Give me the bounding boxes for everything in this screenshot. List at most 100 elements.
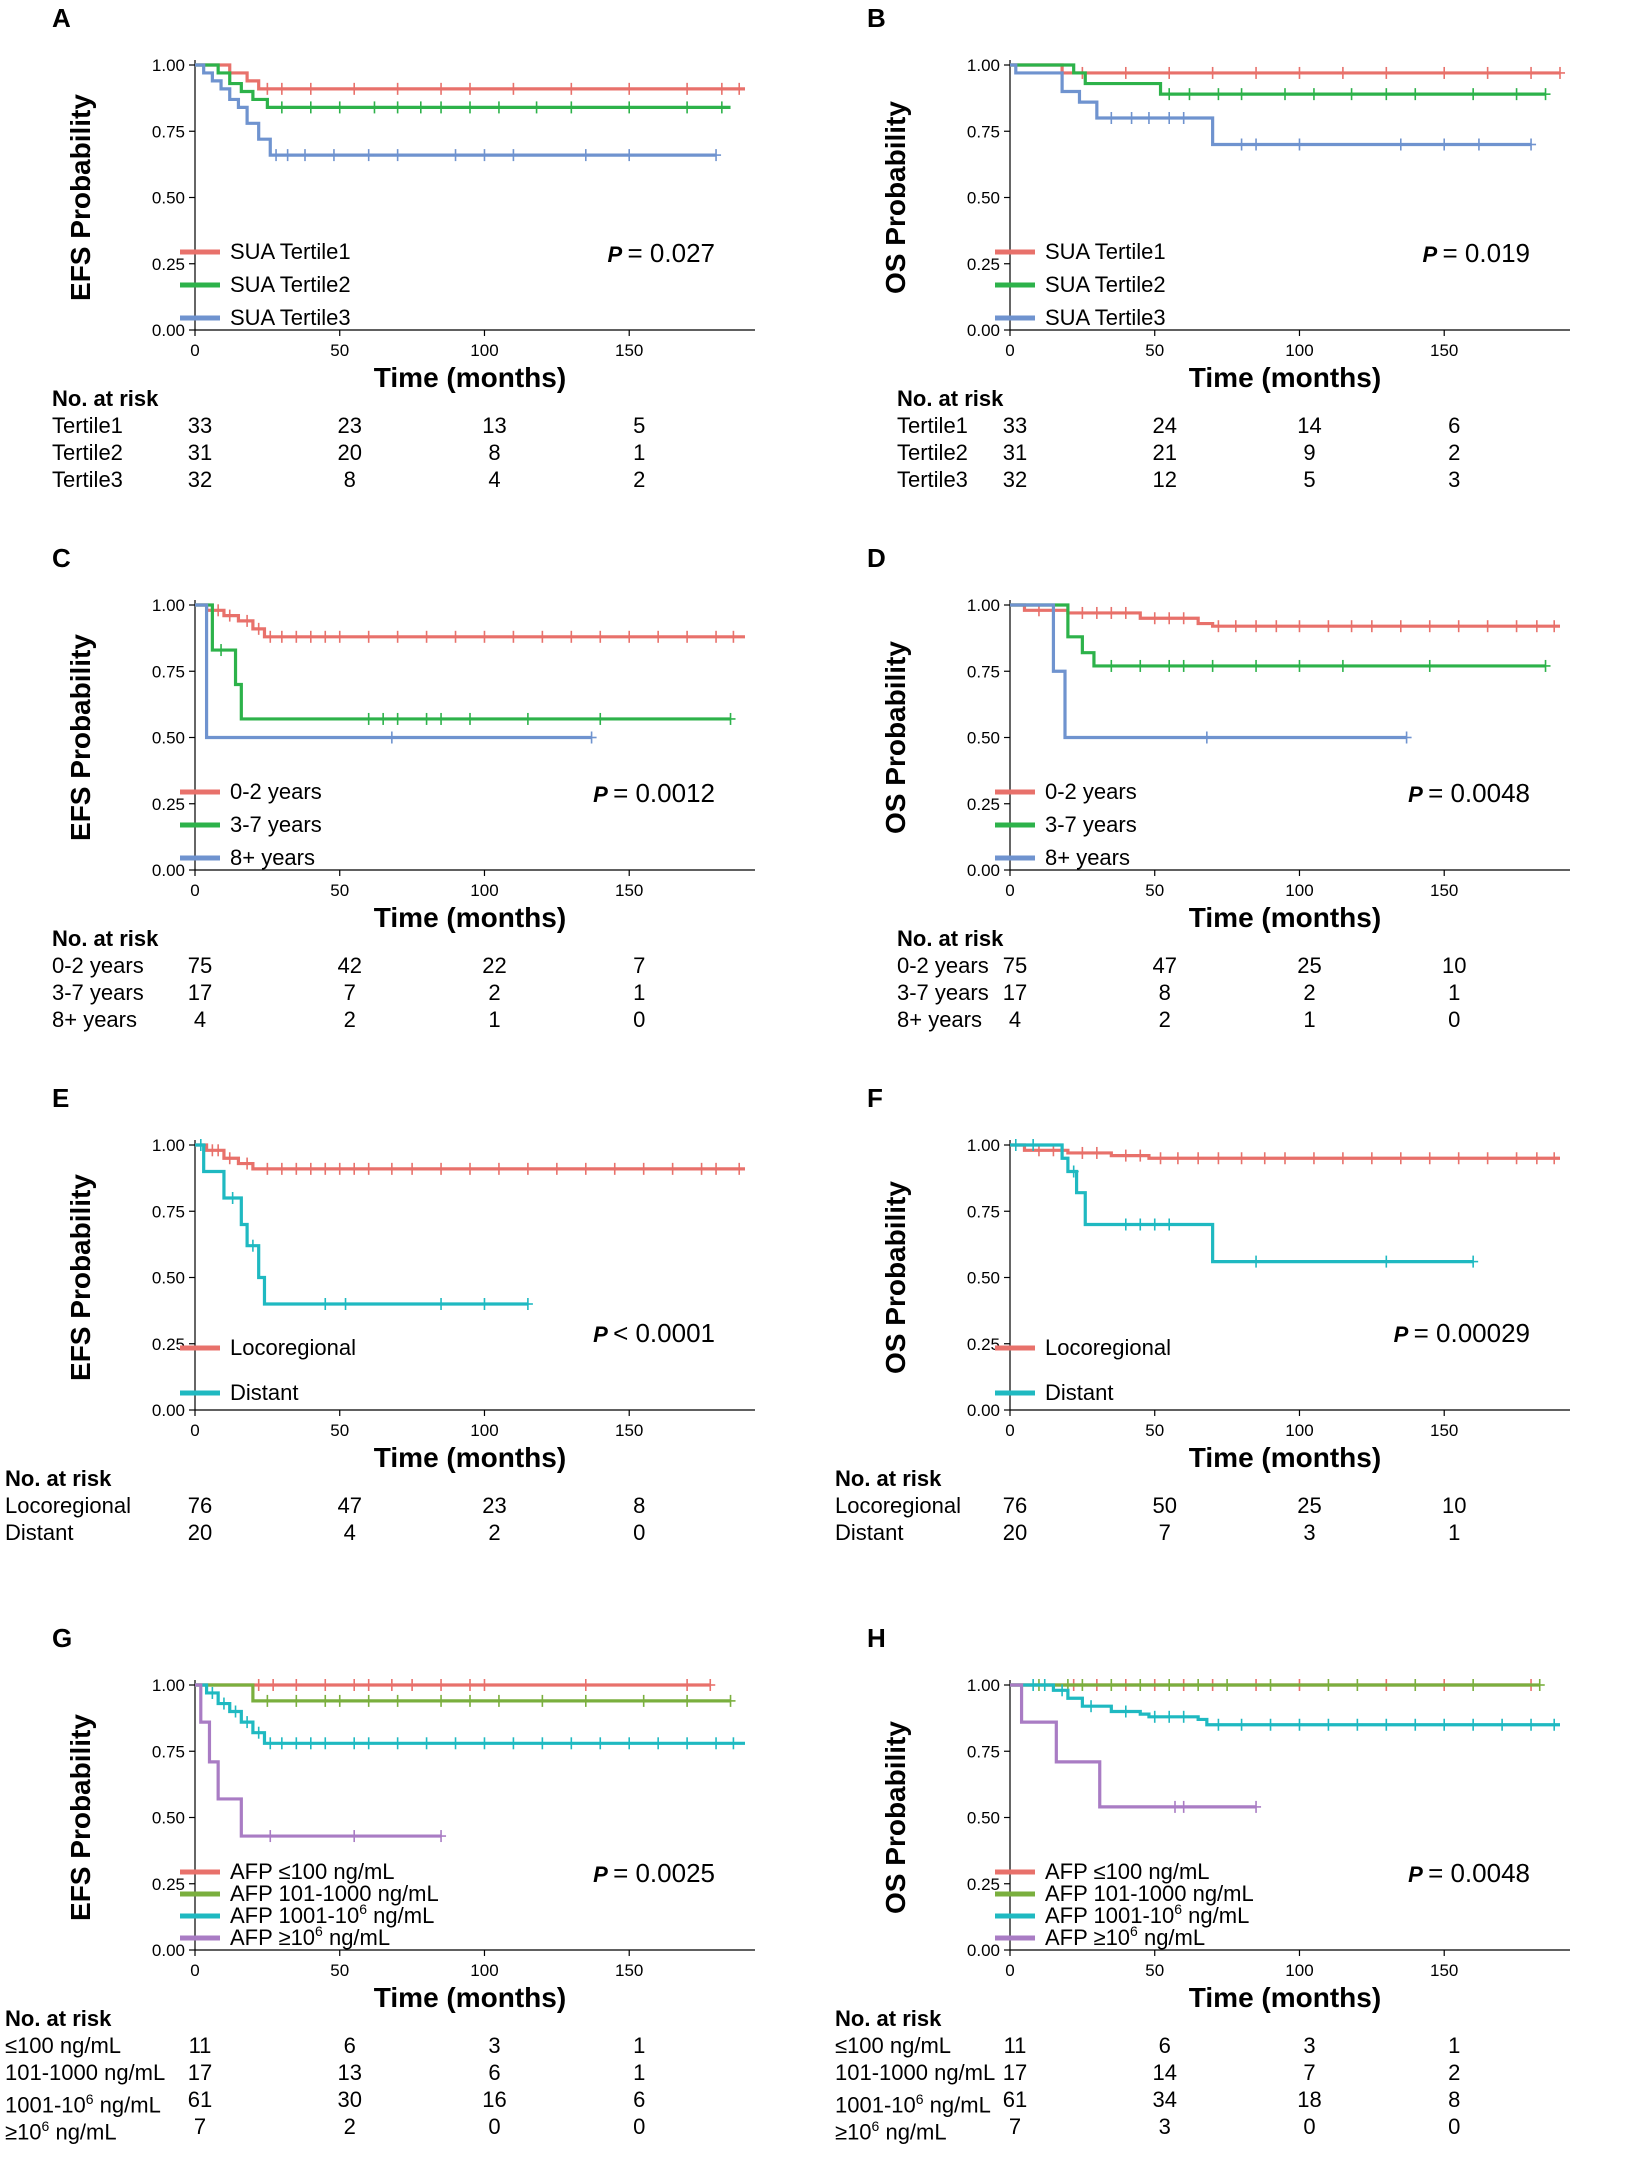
x-tick-label: 50 — [1145, 341, 1164, 360]
km-panel-h: H OS Probability 0.00 0.25 0.50 0.75 1.00 0 50 10… — [815, 1620, 1630, 2160]
censor-mark — [1164, 1218, 1175, 1231]
y-tick-label: 0.50 — [967, 189, 1000, 208]
y-tick-label: 0.00 — [152, 861, 185, 880]
risk-cell: 1 — [633, 440, 646, 465]
censor-mark — [1424, 659, 1435, 672]
censor-mark — [682, 1679, 693, 1691]
risk-table: No. at risk ≤100 ng/mL 11 6 3 1 101-1000 ng/mL… — [815, 2005, 1630, 2155]
x-axis-title: Time (months) — [374, 1982, 566, 2013]
censor-mark — [1540, 88, 1551, 101]
y-tick-label: 0.75 — [152, 662, 185, 681]
censor-mark — [320, 1737, 331, 1750]
risk-table-title: No. at risk — [5, 2006, 112, 2031]
censor-mark — [1381, 66, 1392, 79]
censor-mark — [537, 1737, 548, 1750]
censor-mark — [349, 1830, 360, 1843]
km-curve-series-4 — [1010, 1683, 1257, 1809]
km-panel-e: E EFS Probability 0.00 0.25 0.50 0.75 1.00 0 50 1… — [0, 1080, 815, 1620]
km-curve-series-1 — [195, 63, 745, 91]
p-value: P = 0.0048 — [1408, 778, 1530, 808]
risk-cell: 23 — [337, 413, 362, 438]
censor-mark — [566, 1737, 577, 1750]
censor-mark — [1010, 1139, 1021, 1151]
censor-mark — [1207, 66, 1218, 79]
censor-mark — [1172, 1152, 1183, 1165]
x-tick-label: 150 — [1430, 341, 1458, 360]
risk-cell: 0 — [488, 2114, 501, 2139]
y-axis-title: EFS Probability — [65, 94, 96, 301]
x-tick-label: 50 — [1145, 1961, 1164, 1980]
risk-cell: 7 — [1303, 2060, 1316, 2085]
censor-mark — [1294, 66, 1305, 79]
censor-mark — [450, 630, 461, 643]
km-plot-b: B OS Probability 0.00 0.25 0.50 0.75 1.00 0 50 10… — [867, 3, 1570, 393]
censor-mark — [580, 1679, 591, 1691]
censor-mark — [436, 712, 447, 725]
censor-mark — [1236, 1718, 1247, 1731]
censor-mark — [291, 1162, 302, 1175]
censor-mark — [465, 712, 475, 725]
risk-row-label: 3-7 years — [897, 980, 989, 1005]
censor-mark — [1106, 1679, 1117, 1691]
risk-row-label: Distant — [5, 1520, 74, 1545]
censor-mark — [682, 82, 693, 95]
censor-mark — [1549, 1718, 1560, 1731]
censor-mark — [1294, 659, 1305, 672]
censor-mark — [1120, 1218, 1131, 1231]
risk-table-title: No. at risk — [52, 926, 159, 951]
censor-mark — [305, 101, 316, 114]
y-tick-label: 0.75 — [152, 1742, 185, 1761]
risk-cell: 21 — [1152, 440, 1177, 465]
censor-mark — [1381, 88, 1392, 101]
risk-cell: 17 — [187, 2060, 213, 2085]
censor-mark — [291, 1679, 302, 1691]
censor-mark — [305, 1162, 316, 1175]
risk-table-title: No. at risk — [52, 386, 159, 411]
panel-letter: G — [52, 1623, 72, 1653]
y-tick-label: 0.25 — [152, 255, 185, 274]
risk-cell: 1 — [1448, 980, 1461, 1005]
censor-mark — [1511, 88, 1522, 101]
x-axis-title: Time (months) — [1189, 1982, 1381, 2013]
censor-mark — [1120, 1705, 1131, 1718]
censor-mark — [711, 1162, 722, 1175]
censor-mark — [1193, 1152, 1204, 1165]
km-curve-series-2 — [195, 603, 731, 721]
risk-cell: 6 — [343, 2033, 356, 2058]
censor-mark — [1213, 620, 1224, 633]
x-tick-label: 100 — [1285, 341, 1313, 360]
risk-cell: 0 — [1448, 1007, 1461, 1032]
p-value: P = 0.00029 — [1394, 1318, 1530, 1348]
censor-mark — [1482, 1152, 1493, 1165]
censor-mark — [1178, 1800, 1189, 1813]
risk-cell: 47 — [337, 1493, 362, 1518]
p-value: P = 0.0025 — [593, 1858, 715, 1888]
legend-label: Distant — [230, 1380, 298, 1405]
risk-cell: 24 — [1152, 413, 1177, 438]
censor-mark — [1337, 66, 1348, 79]
risk-cell: 14 — [1297, 413, 1322, 438]
censor-mark — [1251, 66, 1262, 79]
y-axis-title: OS Probability — [880, 1721, 911, 1914]
censor-mark — [276, 1162, 287, 1175]
legend-entry-1: AFP ≤100 ng/mL — [180, 1859, 395, 1884]
censor-mark — [1468, 1718, 1479, 1731]
censor-mark — [436, 1830, 447, 1843]
censor-mark — [213, 1144, 224, 1157]
risk-cell: 4 — [343, 1520, 356, 1545]
censor-mark — [1143, 112, 1154, 124]
censor-mark — [1251, 659, 1262, 672]
censor-mark — [392, 1737, 403, 1750]
censor-mark — [1280, 88, 1290, 101]
legend-entry-2: AFP 101-1000 ng/mL — [995, 1881, 1254, 1906]
censor-mark — [728, 1737, 739, 1750]
risk-cell: 31 — [1002, 440, 1028, 465]
risk-cell: 20 — [187, 1520, 213, 1545]
y-axis-title: OS Probability — [880, 101, 911, 294]
y-tick-label: 0.00 — [152, 1941, 185, 1960]
legend-entry-3: 8+ years — [180, 845, 315, 870]
censor-mark — [436, 1694, 447, 1707]
risk-cell: 31 — [187, 440, 213, 465]
km-plot-f: F OS Probability 0.00 0.25 0.50 0.75 1.00 0 50 10… — [867, 1083, 1570, 1473]
y-tick-label: 0.25 — [152, 1875, 185, 1894]
